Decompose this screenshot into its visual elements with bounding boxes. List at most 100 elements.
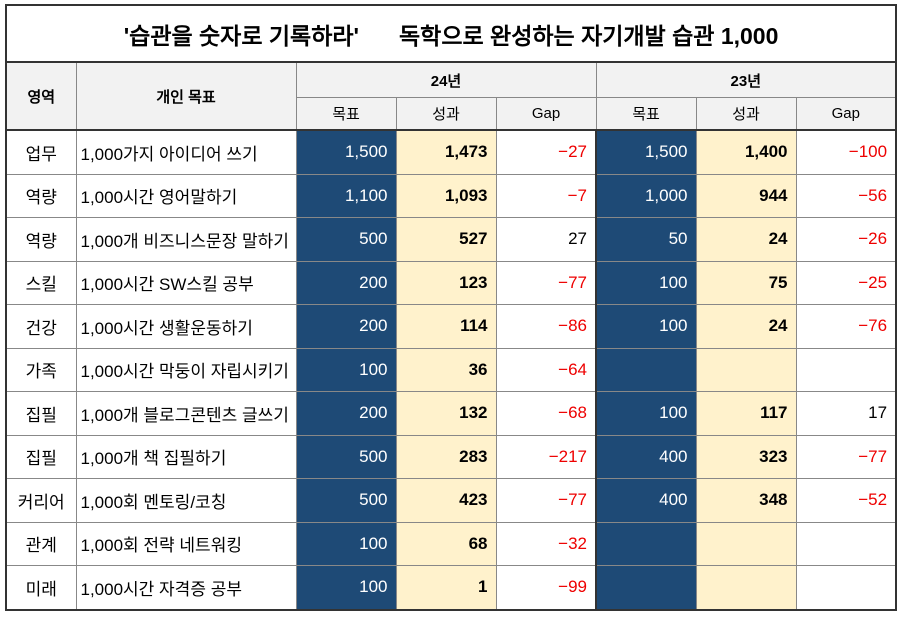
goal: 1,000시간 SW스킬 공부 (75, 260, 297, 305)
gap-24: −27 (495, 129, 597, 175)
area: 업무 (5, 129, 77, 175)
data-row: 가족 1,000시간 막둥이 자립시키기 100 36 −64 (5, 347, 897, 392)
sub-header: Gap (795, 97, 897, 131)
gap-23: −76 (795, 304, 897, 349)
area: 스킬 (5, 260, 77, 305)
gap-24: −68 (495, 391, 597, 436)
goal: 1,000시간 영어말하기 (75, 173, 297, 218)
gap-23: −26 (795, 217, 897, 262)
gap-23: −100 (795, 129, 897, 175)
area: 집필 (5, 391, 77, 436)
result-23: 348 (695, 478, 797, 523)
target-24: 100 (295, 521, 397, 566)
habit-table: '습관을 숫자로 기록하라' 독학으로 완성하는 자기개발 습관 1,000 영역… (5, 4, 898, 611)
title-row: '습관을 숫자로 기록하라' 독학으로 완성하는 자기개발 습관 1,000 (5, 4, 897, 63)
gap-23: −25 (795, 260, 897, 305)
sub-header: Gap (495, 97, 597, 131)
gap-23: −77 (795, 434, 897, 479)
gap-23 (795, 521, 897, 566)
title-right: 독학으로 완성하는 자기개발 습관 1,000 (399, 22, 779, 49)
target-23: 100 (595, 304, 697, 349)
goal: 1,000개 블로그콘텐츠 글쓰기 (75, 391, 297, 436)
target-23 (595, 347, 697, 392)
data-row: 집필 1,000개 책 집필하기 500 283 −217 400 323 −77 (5, 434, 897, 479)
data-row: 미래 1,000시간 자격증 공부 100 1 −99 (5, 565, 897, 610)
data-row: 관계 1,000회 전략 네트워킹 100 68 −32 (5, 521, 897, 566)
result-24: 1,093 (395, 173, 497, 218)
result-23: 944 (695, 173, 797, 218)
area: 커리어 (5, 478, 77, 523)
goal: 1,000회 전략 네트워킹 (75, 521, 297, 566)
target-23 (595, 565, 697, 610)
title-cell: '습관을 숫자로 기록하라' 독학으로 완성하는 자기개발 습관 1,000 (5, 4, 897, 63)
gap-23 (795, 347, 897, 392)
goal: 1,000가지 아이디어 쓰기 (75, 129, 297, 175)
goal: 1,000회 멘토링/코칭 (75, 478, 297, 523)
gap-24: −77 (495, 478, 597, 523)
sub-header: 성과 (695, 97, 797, 131)
data-row: 집필 1,000개 블로그콘텐츠 글쓰기 200 132 −68 100 117 17 (5, 391, 897, 436)
result-23: 24 (695, 304, 797, 349)
gap-24: −217 (495, 434, 597, 479)
result-24: 423 (395, 478, 497, 523)
area-header: 영역 (5, 61, 77, 131)
target-24: 1,100 (295, 173, 397, 218)
result-23 (695, 565, 797, 610)
goal-header: 개인 목표 (75, 61, 297, 131)
area: 관계 (5, 521, 77, 566)
sub-header: 성과 (395, 97, 497, 131)
gap-24: −77 (495, 260, 597, 305)
title-left: '습관을 숫자로 기록하라' (123, 22, 360, 49)
result-24: 1 (395, 565, 497, 610)
goal: 1,000시간 자격증 공부 (75, 565, 297, 610)
gap-24: −32 (495, 521, 597, 566)
goal: 1,000개 책 집필하기 (75, 434, 297, 479)
gap-24: −86 (495, 304, 597, 349)
data-row: 역량 1,000개 비즈니스문장 말하기 500 527 27 50 24 −26 (5, 217, 897, 262)
gap-23: −56 (795, 173, 897, 218)
result-24: 1,473 (395, 129, 497, 175)
data-row: 역량 1,000시간 영어말하기 1,100 1,093 −7 1,000 944 −56 (5, 173, 897, 218)
year-header: 24년 (295, 61, 597, 98)
result-23: 75 (695, 260, 797, 305)
result-24: 283 (395, 434, 497, 479)
target-24: 200 (295, 304, 397, 349)
target-24: 200 (295, 391, 397, 436)
area: 미래 (5, 565, 77, 610)
result-23 (695, 347, 797, 392)
result-24: 123 (395, 260, 497, 305)
data-row: 스킬 1,000시간 SW스킬 공부 200 123 −77 100 75 −25 (5, 260, 897, 305)
data-rows: 업무 1,000가지 아이디어 쓰기 1,500 1,473 −27 1,500 1,400… (5, 129, 897, 610)
target-24: 100 (295, 565, 397, 610)
sub-header: 목표 (595, 97, 697, 131)
gap-23: −52 (795, 478, 897, 523)
header-row: 영역 개인 목표 24년 23년 (5, 61, 897, 131)
data-row: 커리어 1,000회 멘토링/코칭 500 423 −77 400 348 −52 (5, 478, 897, 523)
target-23: 400 (595, 434, 697, 479)
result-24: 68 (395, 521, 497, 566)
goal: 1,000개 비즈니스문장 말하기 (75, 217, 297, 262)
goal: 1,000시간 생활운동하기 (75, 304, 297, 349)
area: 건강 (5, 304, 77, 349)
area: 역량 (5, 173, 77, 218)
target-24: 500 (295, 434, 397, 479)
gap-24: −64 (495, 347, 597, 392)
year-header: 23년 (595, 61, 897, 98)
gap-24: −99 (495, 565, 597, 610)
target-23: 50 (595, 217, 697, 262)
result-23: 323 (695, 434, 797, 479)
target-23: 1,500 (595, 129, 697, 175)
result-23: 117 (695, 391, 797, 436)
target-23 (595, 521, 697, 566)
result-24: 114 (395, 304, 497, 349)
result-24: 36 (395, 347, 497, 392)
target-23: 1,000 (595, 173, 697, 218)
area: 역량 (5, 217, 77, 262)
sub-header: 목표 (295, 97, 397, 131)
gap-24: 27 (495, 217, 597, 262)
subheader-row: 목표 성과 Gap 목표 성과 Gap (6, 97, 897, 131)
target-24: 1,500 (295, 129, 397, 175)
gap-24: −7 (495, 173, 597, 218)
gap-23 (795, 565, 897, 610)
area: 집필 (5, 434, 77, 479)
